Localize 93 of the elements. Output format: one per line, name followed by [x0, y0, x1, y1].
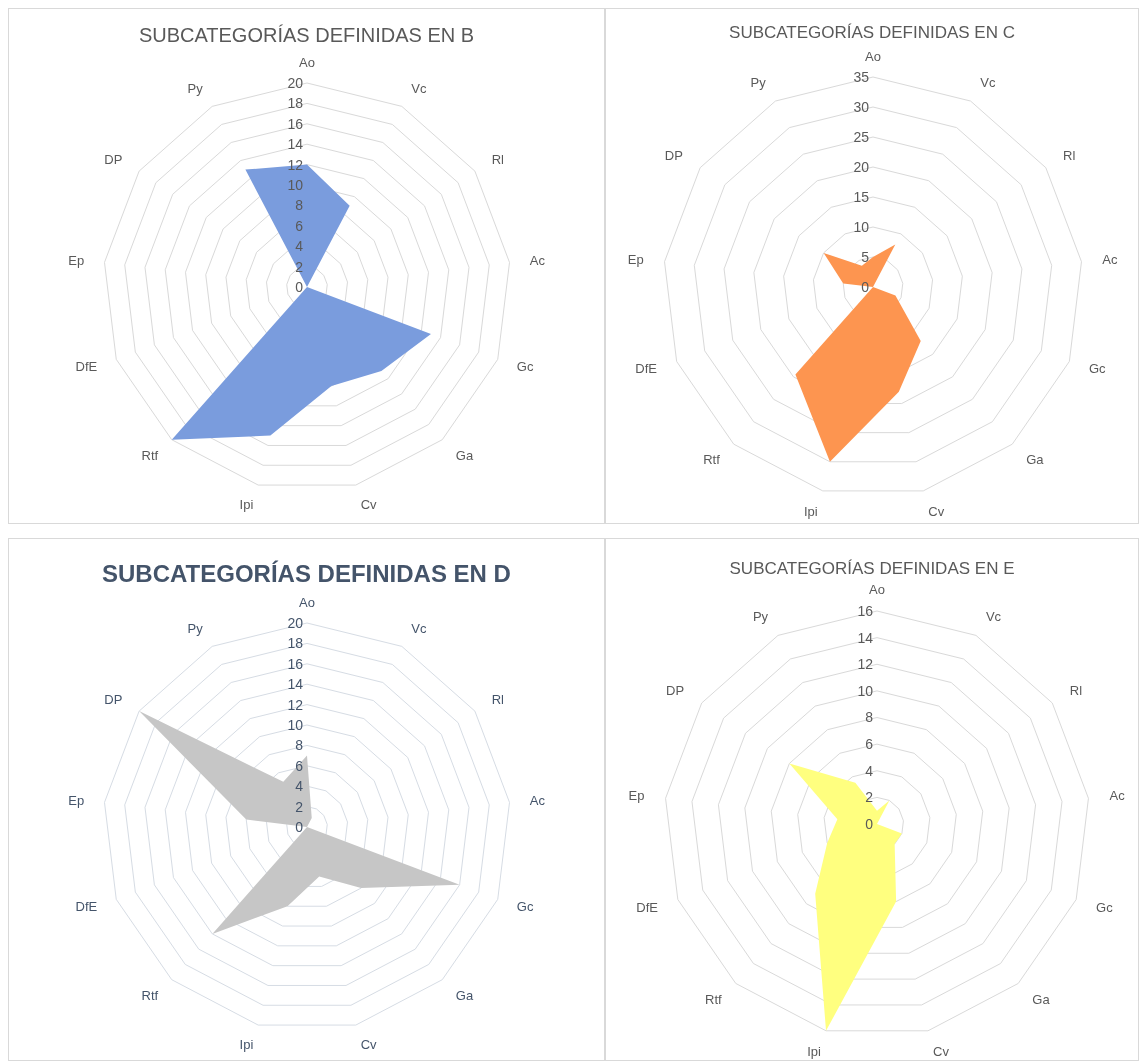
spoke-label: Rtf	[703, 452, 721, 468]
spoke-label: Rl	[491, 152, 505, 168]
y-tick-label: 0	[295, 818, 304, 835]
spoke-label: Vc	[985, 609, 1002, 625]
spoke-label: Ga	[455, 987, 474, 1003]
y-tick-label: 16	[287, 115, 304, 132]
spoke-label: Vc	[411, 620, 427, 636]
spoke-label: Py	[752, 609, 769, 625]
y-tick-label: 0	[295, 278, 304, 295]
spoke-label: Vc	[980, 75, 997, 91]
spoke-label: Ac	[529, 792, 546, 808]
y-tick-label: 8	[295, 737, 304, 754]
spoke-label: Py	[187, 620, 204, 636]
y-tick-label: 16	[287, 655, 304, 672]
y-tick-label: 6	[865, 736, 874, 753]
y-tick-label: 5	[861, 248, 870, 265]
spoke-label: Gc	[1096, 899, 1114, 915]
y-tick-label: 12	[287, 696, 304, 713]
spoke-label: Ac	[529, 252, 546, 268]
y-tick-label: 20	[287, 74, 304, 91]
spoke-label: Cv	[933, 1044, 950, 1060]
spoke-label: Ac	[1102, 251, 1118, 267]
spoke-label: Py	[187, 80, 204, 96]
spoke-label: Ga	[455, 447, 474, 463]
chart-title: SUBCATEGORÍAS DEFINIDAS EN D	[102, 560, 511, 587]
y-tick-label: 2	[865, 789, 874, 806]
spoke-label: Cv	[360, 497, 378, 513]
spoke-label: DP	[104, 692, 123, 708]
spoke-label: Ep	[68, 792, 85, 808]
spoke-label: Ep	[628, 788, 645, 804]
spoke-label: DfE	[75, 359, 98, 375]
spoke-label: Cv	[360, 1037, 378, 1053]
y-tick-label: 20	[853, 158, 870, 175]
spoke-label: Rl	[1069, 683, 1083, 699]
spoke-label: DP	[666, 683, 685, 699]
chart-title: SUBCATEGORÍAS DEFINIDAS EN B	[138, 24, 475, 46]
y-tick-label: 35	[853, 68, 870, 85]
spoke-label: Rtf	[141, 447, 159, 463]
spoke-label: Ipi	[239, 1037, 254, 1053]
y-tick-label: 2	[295, 798, 304, 815]
spoke-label: Gc	[1088, 361, 1107, 377]
spoke-label: Ao	[865, 48, 881, 64]
chart-title: SUBCATEGORÍAS DEFINIDAS EN C	[729, 23, 1015, 42]
y-tick-label: 4	[295, 238, 304, 255]
y-tick-label: 10	[853, 218, 870, 235]
y-tick-label: 16	[857, 602, 874, 619]
y-tick-label: 2	[295, 258, 304, 275]
spoke-label: Ep	[68, 252, 85, 268]
spoke-label: DP	[664, 148, 683, 164]
y-tick-label: 25	[853, 128, 870, 145]
spoke-label: Ao	[299, 595, 315, 611]
y-tick-label: 6	[295, 217, 304, 234]
y-tick-label: 0	[865, 815, 874, 832]
spoke-label: Rl	[1063, 148, 1076, 164]
y-tick-label: 10	[287, 716, 304, 733]
y-tick-label: 14	[857, 629, 874, 646]
y-tick-label: 4	[295, 778, 304, 795]
y-tick-label: 10	[857, 682, 874, 699]
spoke-label: Py	[750, 75, 767, 91]
y-tick-label: 18	[287, 95, 304, 112]
y-tick-label: 8	[865, 709, 874, 726]
y-tick-label: 4	[865, 762, 874, 779]
y-tick-label: 8	[295, 197, 304, 214]
spoke-label: Ao	[299, 55, 315, 71]
y-tick-label: 12	[857, 656, 874, 673]
spoke-label: Ac	[1109, 788, 1126, 804]
y-tick-label: 20	[287, 614, 304, 631]
spoke-label: Ao	[869, 582, 885, 598]
spoke-label: Gc	[516, 899, 534, 915]
y-tick-label: 10	[287, 176, 304, 193]
spoke-label: Ipi	[803, 503, 818, 519]
spoke-label: Ga	[1026, 452, 1045, 468]
spoke-label: DfE	[75, 899, 98, 915]
spoke-label: Ipi	[239, 497, 254, 513]
spoke-label: Rl	[491, 692, 505, 708]
y-tick-label: 14	[287, 676, 304, 693]
spoke-label: Vc	[411, 80, 427, 96]
y-tick-label: 30	[853, 98, 870, 115]
spoke-label: Rtf	[141, 987, 159, 1003]
y-tick-label: 18	[287, 635, 304, 652]
chart-title: SUBCATEGORÍAS DEFINIDAS EN E	[729, 559, 1015, 578]
spoke-label: Gc	[516, 359, 534, 375]
spoke-label: DP	[104, 152, 123, 168]
spoke-label: Ipi	[807, 1044, 822, 1060]
spoke-label: Rtf	[705, 991, 723, 1007]
spoke-label: Ep	[627, 251, 644, 267]
y-tick-label: 15	[853, 188, 870, 205]
spoke-label: Ga	[1032, 991, 1051, 1007]
spoke-label: DfE	[635, 361, 658, 377]
y-tick-label: 6	[295, 757, 304, 774]
spoke-label: Cv	[928, 503, 945, 519]
y-tick-label: 14	[287, 136, 304, 153]
spoke-label: DfE	[636, 899, 659, 915]
